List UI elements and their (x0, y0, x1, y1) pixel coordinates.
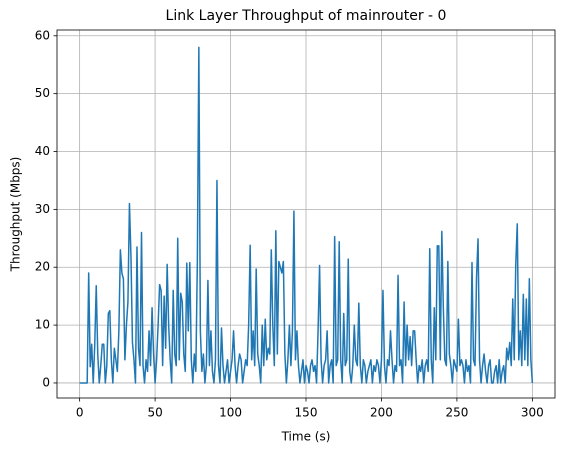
y-tick-label: 10 (35, 318, 50, 332)
y-tick-label: 50 (35, 86, 50, 100)
x-tick-label: 150 (295, 406, 318, 420)
x-tick-label: 200 (370, 406, 393, 420)
x-tick-label: 300 (521, 406, 544, 420)
chart-title: Link Layer Throughput of mainrouter - 0 (166, 8, 447, 24)
x-tick-label: 100 (219, 406, 242, 420)
x-axis-label: Time (s) (281, 430, 331, 444)
y-tick-label: 20 (35, 260, 50, 274)
plot-frame (56, 29, 556, 399)
y-tick-label: 40 (35, 144, 50, 158)
data-line (79, 46, 534, 384)
y-tick-label: 30 (35, 202, 50, 216)
y-tick-label: 0 (42, 375, 50, 389)
y-axis-label: Throughput (Mbps) (9, 157, 23, 273)
x-tick-label: 250 (445, 406, 468, 420)
y-tick-label: 60 (35, 28, 50, 42)
x-tick-label: 0 (76, 406, 84, 420)
x-tick-label: 50 (147, 406, 162, 420)
